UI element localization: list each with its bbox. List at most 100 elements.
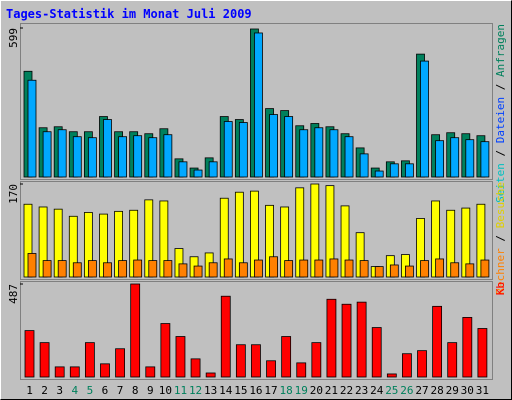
bar <box>450 137 460 178</box>
legend: Rechner / Besuche <box>494 182 507 295</box>
bar <box>133 135 143 178</box>
bar <box>72 262 82 278</box>
bar <box>42 260 52 278</box>
bar <box>477 328 488 378</box>
bar <box>100 363 110 378</box>
bar <box>359 260 369 278</box>
x-tick-label: 12 <box>189 384 202 397</box>
x-tick-label: 20 <box>310 384 323 397</box>
x-tick-label: 4 <box>71 384 78 397</box>
bar <box>145 366 156 378</box>
bar <box>417 350 427 378</box>
legend-entry: Besuche <box>494 182 507 228</box>
x-tick-label: 22 <box>340 384 353 397</box>
x-tick-label: 10 <box>159 384 172 397</box>
x-tick-label: 26 <box>400 384 413 397</box>
bar <box>420 260 429 278</box>
bar <box>432 305 443 378</box>
bar <box>269 256 278 278</box>
bar <box>160 323 171 378</box>
bar <box>389 264 399 278</box>
bar <box>420 60 429 178</box>
bar <box>326 298 337 378</box>
bar <box>284 116 294 178</box>
bar <box>69 366 80 378</box>
bar <box>371 327 382 378</box>
bar <box>480 141 490 178</box>
bar <box>87 260 97 278</box>
x-tick-label: 2 <box>41 384 48 397</box>
x-tick-label: 18 <box>280 384 293 397</box>
legend-separator: / <box>494 228 507 248</box>
x-tick-label: 24 <box>370 384 384 397</box>
bar <box>238 122 248 178</box>
bar <box>72 136 82 178</box>
bar <box>296 362 307 378</box>
bar <box>87 137 97 178</box>
bar <box>450 262 460 278</box>
legend-entry: Kb <box>494 282 507 295</box>
bar <box>103 262 112 278</box>
bar <box>284 260 294 278</box>
bar <box>299 259 309 278</box>
bar <box>356 301 367 378</box>
bar <box>254 259 263 278</box>
x-tick-label: 7 <box>117 384 124 397</box>
x-tick-label: 14 <box>219 384 233 397</box>
x-tick-label: 11 <box>174 384 187 397</box>
x-tick-label: 15 <box>234 384 247 397</box>
bar <box>402 353 412 378</box>
bar <box>374 266 384 278</box>
bar <box>193 169 203 178</box>
bar <box>311 342 322 378</box>
bar <box>39 342 50 378</box>
x-tick-label: 16 <box>249 384 262 397</box>
bar <box>314 127 324 178</box>
x-tick-label: 8 <box>132 384 139 397</box>
bar <box>465 263 475 278</box>
bar <box>84 342 95 378</box>
bar <box>223 121 233 178</box>
bar <box>130 283 141 378</box>
bar <box>329 129 339 178</box>
bar <box>389 163 399 178</box>
bar <box>359 153 369 178</box>
x-tick-label: 13 <box>204 384 217 397</box>
bar <box>281 336 292 378</box>
bar <box>480 259 490 278</box>
bar <box>447 342 458 378</box>
legend-entry: Rechner <box>494 248 507 295</box>
x-tick-label: 1 <box>26 384 33 397</box>
bar <box>190 358 201 378</box>
x-tick-label: 23 <box>355 384 368 397</box>
bar <box>462 317 473 378</box>
x-tick-label: 21 <box>325 384 338 397</box>
bar <box>314 259 324 278</box>
x-tick-label: 6 <box>102 384 109 397</box>
bar <box>205 372 216 378</box>
chart-title: Tages-Statistik im Monat Juli 2009 <box>6 7 252 21</box>
x-tick-label: 25 <box>385 384 398 397</box>
bar <box>208 262 218 278</box>
bar <box>193 265 203 278</box>
bar <box>208 161 218 178</box>
bar <box>251 344 261 378</box>
bar <box>57 129 67 178</box>
bar <box>223 258 233 278</box>
x-tick-label: 28 <box>430 384 443 397</box>
x-tick-label: 27 <box>415 384 428 397</box>
bar <box>374 170 384 178</box>
bar <box>148 137 158 178</box>
bar <box>54 366 65 378</box>
bar <box>27 79 37 178</box>
x-tick-label: 29 <box>446 384 459 397</box>
legend-separator: / <box>494 143 507 163</box>
bar <box>57 260 67 278</box>
x-tick-label: 19 <box>295 384 308 397</box>
y-tick-label: 487 <box>7 284 20 304</box>
y-tick-label: 599 <box>7 28 20 48</box>
x-tick-label: 31 <box>476 384 489 397</box>
bar <box>24 330 35 378</box>
bar <box>175 336 186 378</box>
